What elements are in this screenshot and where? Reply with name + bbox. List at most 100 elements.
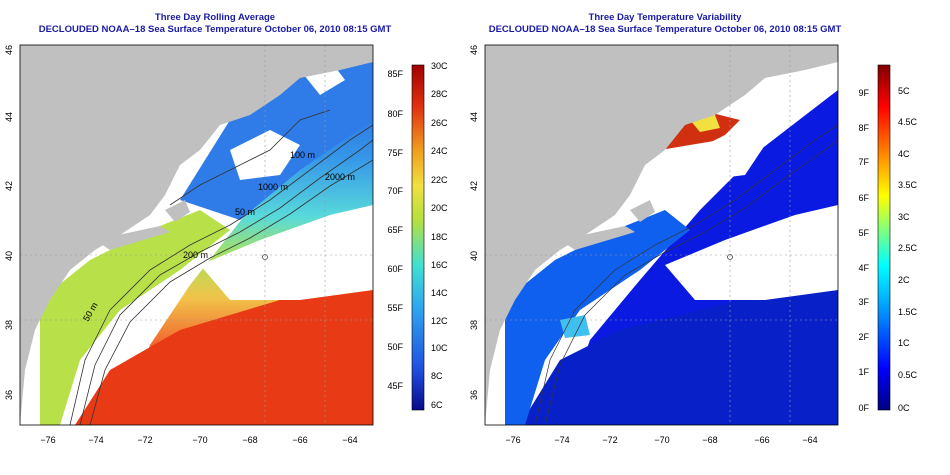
contour-label: 1000 m bbox=[258, 182, 288, 192]
left-map: 100 m 1000 m 2000 m 50 m 200 m 50 m bbox=[20, 45, 373, 425]
colorbar-c-label: 20C bbox=[431, 203, 448, 213]
colorbar-f-label: 8F bbox=[858, 123, 869, 133]
colorbar-c-label: 3C bbox=[898, 212, 910, 222]
y-tick-label: 36 bbox=[469, 390, 479, 400]
x-tick-label: −72 bbox=[602, 435, 617, 445]
long-island bbox=[560, 226, 635, 250]
y-tick-label: 38 bbox=[4, 320, 14, 330]
colorbar-c-label: 14C bbox=[431, 288, 448, 298]
colorbar-c-label: 6C bbox=[431, 400, 443, 410]
x-tick-label: −66 bbox=[292, 435, 307, 445]
x-tick-label: −64 bbox=[342, 435, 357, 445]
contour-label: 100 m bbox=[290, 150, 315, 160]
colorbar-f-label: 9F bbox=[858, 88, 869, 98]
colorbar-c-label: 10C bbox=[431, 343, 448, 353]
colorbar-f-label: 45F bbox=[387, 381, 403, 391]
cloud-gap bbox=[665, 205, 838, 300]
colorbar-c-label: 4C bbox=[898, 149, 910, 159]
colorbar-c-label: 1.5C bbox=[898, 307, 918, 317]
left-map-frame bbox=[19, 44, 374, 426]
colorbar-c-label: 0C bbox=[898, 403, 910, 413]
sst-colorbar bbox=[411, 64, 425, 411]
variability-field bbox=[520, 280, 838, 425]
right-x-axis: −76 −74 −72 −70 −68 −66 −64 bbox=[505, 435, 817, 445]
cape-cod bbox=[165, 200, 190, 222]
x-tick-label: −76 bbox=[40, 435, 55, 445]
right-map bbox=[485, 45, 838, 425]
colorbar-c-label: 28C bbox=[431, 89, 448, 99]
right-map-frame bbox=[484, 44, 839, 426]
variability-colorbar-c-labels: 5C 4.5C 4C 3.5C 3C 2.5C 2C 1.5C 1C 0.5C … bbox=[898, 86, 918, 413]
y-tick-label: 44 bbox=[469, 112, 479, 122]
colorbar-c-label: 2.5C bbox=[898, 243, 918, 253]
colorbar-f-label: 85F bbox=[387, 69, 403, 79]
bathymetry-contours bbox=[69, 109, 373, 425]
colorbar-f-label: 50F bbox=[387, 342, 403, 352]
left-x-axis: −76 −74 −72 −70 −68 −66 −64 bbox=[40, 435, 357, 445]
colorbar-c-label: 16C bbox=[431, 260, 448, 270]
colorbar-c-label: 8C bbox=[431, 371, 443, 381]
x-tick-label: −70 bbox=[654, 435, 669, 445]
contour-label: 2000 m bbox=[325, 172, 355, 182]
sst-colorbar-c-labels: 30C 28C 26C 24C 22C 20C 18C 16C 14C 12C … bbox=[431, 61, 448, 410]
colorbar-f-label: 1F bbox=[858, 367, 869, 377]
sst-colorbar-f-labels: 85F 80F 75F 70F 65F 60F 55F 50F 45F bbox=[387, 69, 403, 391]
x-tick-label: −68 bbox=[242, 435, 257, 445]
right-title: Three Day Temperature Variability DECLOU… bbox=[470, 12, 860, 36]
x-tick-label: −74 bbox=[554, 435, 569, 445]
y-tick-label: 38 bbox=[469, 320, 479, 330]
y-tick-label: 42 bbox=[4, 181, 14, 191]
bathymetry-contours bbox=[534, 124, 838, 425]
colorbar-c-label: 5C bbox=[898, 86, 910, 96]
colorbar-f-label: 4F bbox=[858, 263, 869, 273]
cape-cod bbox=[630, 200, 655, 222]
graticule bbox=[485, 45, 838, 425]
y-tick-label: 46 bbox=[4, 45, 14, 55]
left-title-line1: Three Day Rolling Average bbox=[154, 12, 276, 23]
sst-shelf bbox=[40, 210, 230, 425]
colorbar-c-label: 12C bbox=[431, 316, 448, 326]
colorbar-f-label: 3F bbox=[858, 297, 869, 307]
colorbar-f-label: 0F bbox=[858, 403, 869, 413]
x-tick-label: −74 bbox=[88, 435, 103, 445]
colorbar-f-label: 80F bbox=[387, 109, 403, 119]
land-mass bbox=[20, 45, 373, 425]
buoy-marker bbox=[262, 254, 268, 260]
long-island bbox=[95, 226, 170, 250]
x-tick-label: −68 bbox=[702, 435, 717, 445]
y-tick-label: 42 bbox=[469, 181, 479, 191]
colorbar-f-label: 55F bbox=[387, 303, 403, 313]
colorbar-f-label: 70F bbox=[387, 186, 403, 196]
left-y-axis: 36 38 40 42 44 46 bbox=[4, 45, 14, 400]
buoy-marker bbox=[727, 254, 733, 260]
y-tick-label: 44 bbox=[4, 112, 14, 122]
colorbar-c-label: 26C bbox=[431, 118, 448, 128]
cloud-gap bbox=[200, 205, 373, 300]
colorbar-c-label: 22C bbox=[431, 175, 448, 185]
colorbar-c-label: 0.5C bbox=[898, 370, 918, 380]
left-title: Three Day Rolling Average DECLOUDED NOAA… bbox=[20, 12, 410, 36]
x-tick-label: −76 bbox=[505, 435, 520, 445]
colorbar-c-label: 30C bbox=[431, 61, 448, 71]
right-title-line1: Three Day Temperature Variability bbox=[588, 12, 742, 23]
colorbar-c-label: 3.5C bbox=[898, 180, 918, 190]
colorbar-f-label: 75F bbox=[387, 148, 403, 158]
y-tick-label: 40 bbox=[4, 251, 14, 261]
land-mass bbox=[485, 45, 838, 425]
colorbar-f-label: 6F bbox=[858, 193, 869, 203]
colorbar-c-label: 4.5C bbox=[898, 117, 918, 127]
colorbar-f-label: 65F bbox=[387, 225, 403, 235]
variability-colorbar bbox=[877, 64, 891, 411]
x-tick-label: −64 bbox=[802, 435, 817, 445]
colorbar-c-label: 1C bbox=[898, 338, 910, 348]
x-tick-label: −66 bbox=[754, 435, 769, 445]
colorbar-f-label: 7F bbox=[858, 157, 869, 167]
variability-shelf bbox=[505, 210, 690, 425]
colorbar-c-label: 24C bbox=[431, 146, 448, 156]
x-tick-label: −72 bbox=[137, 435, 152, 445]
variability-colorbar-f-labels: 9F 8F 7F 6F 5F 4F 3F 2F 1F 0F bbox=[858, 88, 869, 413]
colorbar-f-label: 60F bbox=[387, 264, 403, 274]
right-y-axis: 36 38 40 42 44 46 bbox=[469, 45, 479, 400]
y-tick-label: 36 bbox=[4, 390, 14, 400]
